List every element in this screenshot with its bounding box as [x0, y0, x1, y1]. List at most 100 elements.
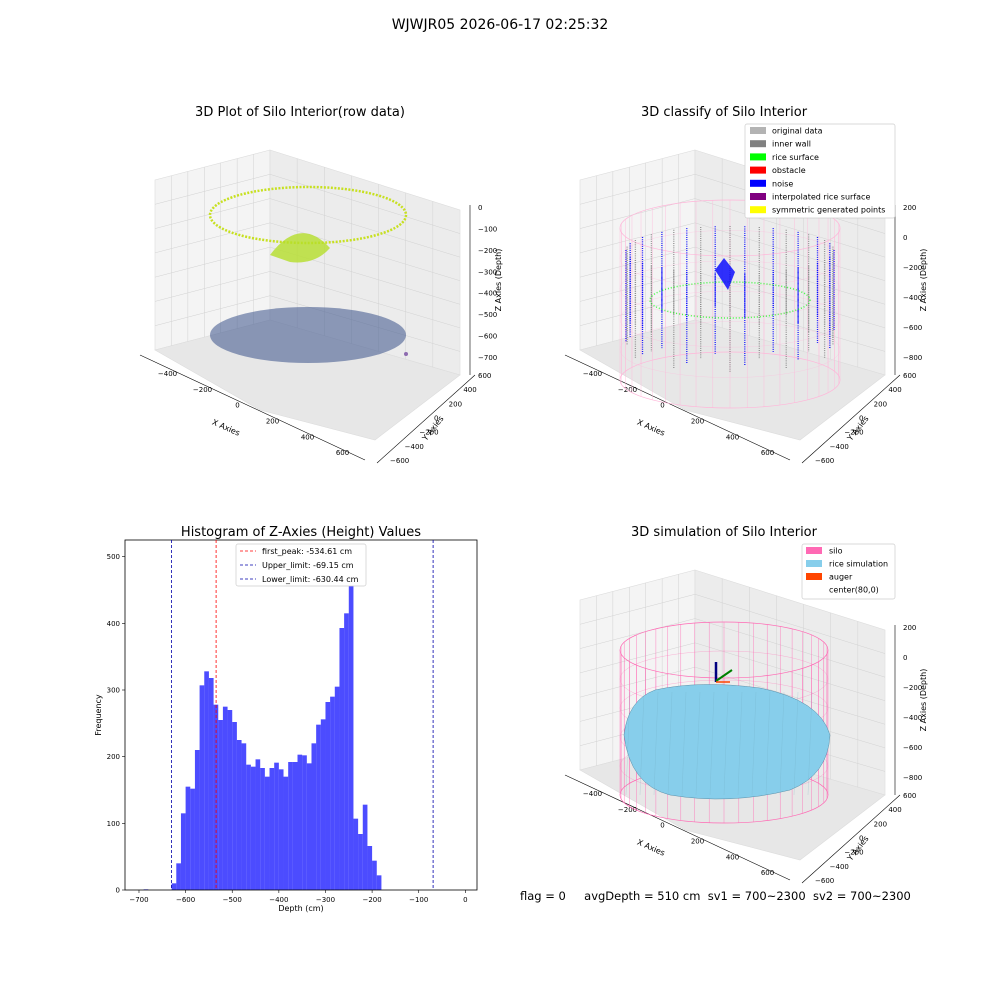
y-tick-label-sim: 0 [859, 835, 863, 843]
y-tick-label: 0 [116, 887, 120, 895]
histogram-bar [344, 613, 349, 890]
legend-text-0: first_peak: -534.61 cm [262, 547, 352, 556]
histogram-bar [236, 740, 242, 890]
histogram-legend: first_peak: -534.61 cm Upper_limit: -69.1… [235, 543, 367, 587]
legend-swatch-5 [750, 193, 766, 200]
x-tick-label-raw: −400 [158, 370, 177, 378]
raw-center-heap [270, 233, 330, 263]
histogram-bar [190, 788, 195, 890]
avg-depth-text: avgDepth = 510 cm [584, 889, 701, 903]
y-tick-label-sim: 200 [874, 820, 887, 828]
z-tick-label-sim: −400 [903, 714, 922, 722]
footer-stats: flag = 0 avgDepth = 510 cm sv1 = 700~230… [520, 889, 911, 903]
sim-legend-label-3: center(80,0) [829, 586, 879, 595]
legend-label-3: obstacle [772, 166, 806, 175]
z-tick-label-cls: −600 [903, 324, 922, 332]
histogram-bar [176, 863, 181, 890]
rice-mesh-line [737, 691, 743, 796]
classify-center-noise [715, 258, 735, 290]
rice-mesh-line [723, 691, 729, 796]
histogram-bar [334, 686, 340, 890]
histogram-bar [283, 776, 289, 890]
z-tick-label-raw: −500 [478, 311, 497, 319]
histogram-bar [241, 743, 247, 890]
y-tick-label-cls: 0 [859, 415, 863, 423]
legend-label-4: noise [772, 179, 793, 188]
classify-rice-surface [649, 281, 811, 319]
y-tick-label-cls: 400 [888, 386, 901, 394]
legend-label-5: interpolated rice surface [772, 193, 870, 202]
x-tick-label-sim: −200 [618, 806, 637, 814]
z-tick-label-raw: −100 [478, 225, 497, 233]
y-tick-label-sim: 600 [903, 792, 916, 800]
histogram-bar [250, 766, 256, 890]
raw-panel-title: 3D Plot of Silo Interior(row data) [195, 105, 405, 120]
histogram-bar [306, 763, 312, 890]
z-tick-label-cls: −800 [903, 354, 922, 362]
raw-floor-points [210, 307, 406, 363]
rice-mesh-line [625, 691, 631, 796]
histogram-x-label: Depth (cm) [278, 904, 323, 913]
auger-arm [715, 669, 733, 682]
histogram-bar [297, 754, 303, 890]
histogram-legend-box [235, 543, 367, 587]
x-tick-label-raw: −200 [193, 386, 212, 394]
rice-mesh-line [807, 691, 813, 796]
x-tick-label-cls: −400 [583, 370, 602, 378]
histogram-bar [288, 762, 293, 890]
histogram-bar [339, 628, 345, 890]
rice-mesh-line [695, 691, 701, 796]
histogram-bar [316, 724, 321, 890]
x-tick-label-cls: 400 [726, 433, 739, 441]
z-tick-label-raw: −200 [478, 247, 497, 255]
z-axis-label-raw: Z Axies (Depth) [494, 249, 503, 312]
rice-mesh-line [793, 691, 799, 796]
legend-text-2: Lower_limit: -630.44 cm [262, 575, 359, 584]
x-tick-label-sim: 0 [660, 822, 664, 830]
classify-legend-box [744, 123, 896, 219]
back-left-pane-cls [579, 149, 696, 351]
z-tick-label-sim: 0 [903, 654, 907, 662]
sim-legend-swatch-0 [806, 547, 822, 554]
histogram-panel: Histogram of Z-Axies (Height) Values −700… [94, 525, 478, 913]
legend-swatch-1 [750, 140, 766, 148]
z-tick-label-cls: 200 [903, 204, 916, 212]
y-tick-label: 400 [107, 620, 120, 628]
z-tick-label-raw: −600 [478, 333, 497, 341]
z-axis-label-sim: Z Axies (Depth) [919, 669, 928, 732]
histogram-bar [372, 860, 377, 890]
rice-mesh-line [639, 691, 645, 796]
histogram-bar [367, 846, 373, 890]
histogram-bar [199, 685, 205, 890]
rice-simulation-surface [623, 684, 831, 800]
y-tick-label-raw: 400 [463, 386, 476, 394]
sim-legend-label-1: rice simulation [829, 560, 888, 569]
z-tick-label-raw: −300 [478, 268, 497, 276]
x-axis-label-raw: X Axies [211, 418, 242, 438]
histogram-bar [311, 743, 317, 890]
legend-label-0: original data [772, 127, 823, 136]
histogram-bar [260, 768, 265, 890]
classify-legend: original data inner wall rice surface obsta… [744, 123, 896, 219]
rice-mesh-line [667, 691, 673, 796]
histogram-bar [264, 776, 270, 890]
rice-mesh-line [779, 691, 785, 796]
sv2-text: sv2 = 700~2300 [812, 889, 911, 903]
y-tick-label: 300 [107, 687, 120, 695]
x-tick-label-raw: 200 [266, 417, 279, 425]
simulation-legend: silo rice simulation auger center(80,0) [801, 543, 896, 600]
sv1-text: sv1 = 700~2300 [707, 889, 806, 903]
y-tick-label-raw: 200 [449, 400, 462, 408]
x-tick-label: −200 [362, 896, 381, 904]
x-tick-label-cls: 600 [761, 449, 774, 457]
histogram-bar [227, 710, 233, 890]
y-tick-label-sim: −200 [844, 849, 863, 857]
legend-swatch-4 [750, 179, 766, 187]
histogram-bar [353, 818, 359, 890]
figure-suptitle: WJWJR05 2026-06-17 02:25:32 [391, 17, 609, 33]
histogram-bar [274, 762, 279, 890]
y-tick-label: 500 [107, 553, 120, 561]
x-tick-label-sim: 600 [761, 869, 774, 877]
rice-mesh-line [681, 691, 687, 796]
raw-data-3d-panel: 3D Plot of Silo Interior(row data) −400 −2… [139, 105, 503, 465]
